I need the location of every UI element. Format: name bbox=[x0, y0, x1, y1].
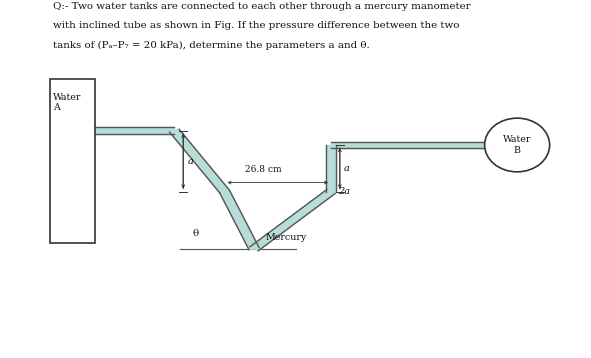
Text: 2a: 2a bbox=[338, 187, 350, 196]
Text: tanks of (Pₐ–P₇ = 20 kPa), determine the parameters a and θ.: tanks of (Pₐ–P₇ = 20 kPa), determine the… bbox=[53, 41, 370, 50]
Text: Mercury: Mercury bbox=[266, 233, 307, 242]
Text: Q:- Two water tanks are connected to each other through a mercury manometer: Q:- Two water tanks are connected to eac… bbox=[53, 2, 470, 11]
Polygon shape bbox=[326, 145, 336, 192]
Text: a: a bbox=[344, 164, 350, 173]
Text: 26.8 cm: 26.8 cm bbox=[245, 165, 281, 174]
Ellipse shape bbox=[485, 118, 550, 172]
Text: Water
B: Water B bbox=[503, 135, 531, 155]
Bar bbox=[50, 79, 95, 243]
Text: with inclined tube as shown in Fig. If the pressure difference between the two: with inclined tube as shown in Fig. If t… bbox=[53, 21, 460, 30]
Polygon shape bbox=[219, 190, 259, 250]
Text: a: a bbox=[187, 156, 193, 166]
Text: Water
A: Water A bbox=[53, 93, 82, 112]
Polygon shape bbox=[95, 127, 174, 134]
Polygon shape bbox=[170, 129, 229, 193]
Text: θ: θ bbox=[192, 229, 199, 238]
Polygon shape bbox=[250, 189, 335, 251]
Polygon shape bbox=[331, 142, 493, 148]
